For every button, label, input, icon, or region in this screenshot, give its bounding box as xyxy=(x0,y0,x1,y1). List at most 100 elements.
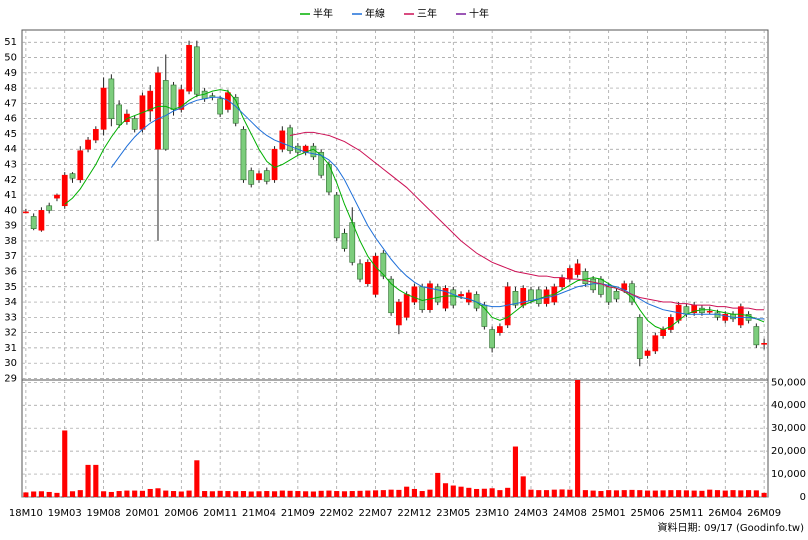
volume-bar xyxy=(85,464,91,497)
volume-bar xyxy=(466,487,472,497)
volume-bar xyxy=(54,492,60,497)
volume-bar xyxy=(248,491,254,497)
candle-body xyxy=(46,205,53,211)
volume-bar xyxy=(458,486,464,497)
x-tick-label: 22M12 xyxy=(397,508,431,519)
volume-bar xyxy=(373,490,379,497)
volume-bar xyxy=(691,490,697,497)
x-tick-label: 20M06 xyxy=(164,508,198,519)
x-tick-label: 23M05 xyxy=(436,508,470,519)
volume-bar xyxy=(606,490,612,497)
volume-bar xyxy=(124,490,130,497)
ma-line xyxy=(289,131,765,311)
volume-bar xyxy=(575,380,581,497)
ma-line xyxy=(64,89,765,331)
volume-bar xyxy=(559,489,565,497)
candle-body xyxy=(644,350,651,356)
y-tick-label: 31 xyxy=(4,343,17,354)
volume-bar xyxy=(264,491,270,497)
x-tick-label: 21M09 xyxy=(281,508,315,519)
candle-body xyxy=(613,291,620,300)
candle-body xyxy=(155,72,161,150)
x-tick-label: 25M01 xyxy=(592,508,626,519)
volume-bar xyxy=(450,485,456,497)
candle-body xyxy=(450,289,457,306)
volume-bar xyxy=(707,489,713,497)
y-tick-label: 43 xyxy=(4,159,17,170)
y-tick-label: 33 xyxy=(4,312,17,323)
candle-body xyxy=(559,277,565,288)
volume-bar xyxy=(147,488,153,497)
candle-body xyxy=(427,283,433,310)
candle-body xyxy=(737,306,744,326)
candle-body xyxy=(574,263,581,275)
candle-body xyxy=(411,286,418,303)
volume-bar xyxy=(629,489,635,497)
candle-body xyxy=(512,291,519,306)
candle-body xyxy=(753,326,760,346)
volume-bar xyxy=(62,430,68,497)
candle-body xyxy=(722,313,729,321)
volume-bar xyxy=(178,491,184,497)
y-tick-label: 40 xyxy=(4,205,17,216)
candle-body xyxy=(162,80,169,150)
ma-line xyxy=(110,96,765,320)
volume-bar xyxy=(186,490,192,497)
candle-body xyxy=(193,46,200,95)
candle-body xyxy=(225,92,231,110)
volume-bar xyxy=(536,490,542,497)
volume-bar xyxy=(365,490,371,497)
candle-body xyxy=(357,263,363,280)
y-tick-label: 44 xyxy=(4,144,17,155)
volume-bar xyxy=(481,488,487,497)
x-tick-label: 25M11 xyxy=(669,508,703,519)
volume-bar xyxy=(139,490,146,497)
volume-bar xyxy=(271,491,278,497)
volume-bar xyxy=(69,491,76,497)
volume-bar xyxy=(497,490,503,497)
candle-body xyxy=(566,268,573,280)
volume-bar xyxy=(46,491,52,497)
volume-bar xyxy=(217,490,223,497)
candle-body xyxy=(372,255,379,295)
candle-body xyxy=(178,89,185,110)
volume-bar xyxy=(233,491,239,497)
candle-body xyxy=(668,317,674,330)
candle-body xyxy=(403,294,410,318)
volume-bar xyxy=(676,490,682,497)
volume-bar xyxy=(380,490,386,497)
y-tick-label: 47 xyxy=(4,98,17,109)
volume-bar xyxy=(93,464,99,497)
y-tick-label: 30,000 xyxy=(771,423,806,434)
volume-bar xyxy=(683,490,689,497)
volume-bar xyxy=(652,490,658,497)
volume-bar xyxy=(341,491,348,497)
volume-bar xyxy=(598,491,604,497)
volume-bar xyxy=(753,490,759,497)
legend-label: 十年 xyxy=(469,7,489,20)
volume-bar xyxy=(225,491,231,497)
y-tick-label: 0 xyxy=(800,492,806,503)
volume-bar xyxy=(108,491,114,497)
y-tick-label: 29 xyxy=(4,373,17,384)
y-tick-label: 37 xyxy=(4,251,17,262)
volume-bar xyxy=(396,489,402,497)
candle-body xyxy=(108,78,115,119)
candle-body xyxy=(535,289,542,304)
candle-body xyxy=(652,335,659,352)
y-tick-label: 45 xyxy=(4,129,17,140)
y-tick-label: 48 xyxy=(4,83,17,94)
candle-body xyxy=(419,286,426,310)
x-tick-label: 19M03 xyxy=(48,508,82,519)
y-tick-label: 50 xyxy=(4,53,17,64)
candle-body xyxy=(131,118,138,130)
volume-bar xyxy=(714,490,721,497)
y-tick-label: 49 xyxy=(4,68,17,79)
candle-body xyxy=(396,301,402,326)
volume-bar xyxy=(644,490,651,497)
candle-body xyxy=(232,96,239,124)
volume-bar xyxy=(256,491,262,497)
candle-body xyxy=(598,278,604,295)
candle-body xyxy=(54,194,60,199)
candle-body xyxy=(388,278,394,314)
